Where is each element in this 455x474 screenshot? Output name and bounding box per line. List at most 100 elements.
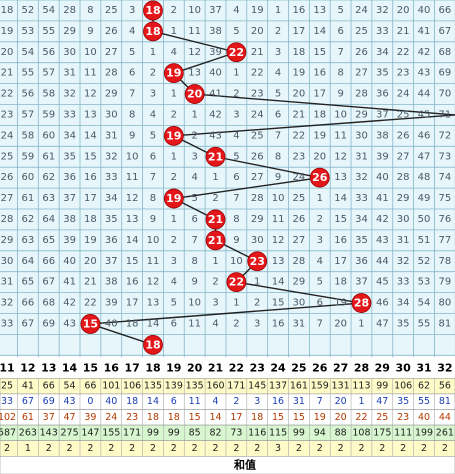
omission-cell: 12 [188, 47, 201, 58]
omission-cell: 60 [42, 130, 55, 141]
omission-cell: 57 [22, 109, 35, 120]
stats-cell: 145 [248, 381, 266, 392]
omission-cell: 23 [1, 109, 14, 120]
omission-cell: 31 [105, 130, 118, 141]
stats-cell: 2 [192, 443, 198, 454]
omission-cell: 31 [397, 235, 410, 246]
stats-cell: 2 [87, 443, 93, 454]
sum-ball-label: 20 [187, 88, 203, 101]
omission-cell: 56 [22, 89, 35, 100]
column-header: 11 [0, 361, 15, 374]
omission-cell: 18 [84, 214, 97, 225]
omission-cell: 55 [418, 318, 431, 329]
omission-cell: 4 [129, 26, 135, 37]
omission-cell: 4 [275, 68, 281, 79]
omission-cell: 31 [355, 151, 368, 162]
omission-cell: 34 [63, 130, 76, 141]
stats-cell: 7 [317, 396, 323, 407]
omission-cell: 19 [251, 5, 264, 16]
stats-cell: 2 [379, 443, 385, 454]
omission-cell: 46 [418, 130, 431, 141]
omission-cell: 2 [233, 89, 239, 100]
stats-cell: 31 [293, 396, 305, 407]
omission-cell: 16 [334, 235, 347, 246]
omission-cell: 14 [313, 26, 326, 37]
omission-cell: 3 [233, 109, 239, 120]
stats-cell: 14 [147, 396, 159, 407]
omission-cell: 1 [150, 47, 156, 58]
grid-area [0, 0, 455, 356]
omission-cell: 27 [397, 151, 410, 162]
stats-cell: 261 [436, 427, 454, 438]
sum-ball-label: 15 [83, 317, 98, 330]
omission-cell: 59 [22, 151, 35, 162]
stats-cell: 111 [394, 427, 412, 438]
omission-cell: 41 [418, 26, 431, 37]
omission-cell: 27 [1, 193, 14, 204]
stats-cell: 135 [186, 381, 204, 392]
omission-cell: 33 [1, 318, 14, 329]
omission-cell: 71 [439, 109, 452, 120]
omission-cell: 43 [209, 130, 222, 141]
omission-cell: 23 [251, 89, 264, 100]
stats-cell: 2 [233, 396, 239, 407]
omission-cell: 32 [397, 256, 410, 267]
stats-cell: 67 [22, 396, 34, 407]
trend-line [236, 281, 362, 304]
omission-cell: 78 [439, 256, 452, 267]
omission-cell: 21 [1, 68, 14, 79]
omission-cell: 30 [1, 256, 14, 267]
trend-line [173, 51, 237, 74]
omission-cell: 38 [209, 26, 222, 37]
omission-cell: 63 [22, 235, 35, 246]
column-header: 12 [20, 361, 35, 374]
omission-cell: 35 [376, 68, 389, 79]
omission-cell: 8 [191, 256, 197, 267]
omission-cell: 22 [293, 130, 306, 141]
omission-cell: 64 [22, 256, 35, 267]
omission-cell: 19 [334, 298, 347, 309]
omission-cell: 77 [439, 235, 452, 246]
omission-cell: 6 [150, 151, 156, 162]
omission-cell: 35 [63, 151, 76, 162]
omission-cell: 54 [42, 5, 55, 16]
omission-cell: 30 [251, 235, 264, 246]
omission-cell: 30 [293, 298, 306, 309]
omission-cell: 9 [233, 235, 239, 246]
omission-cell: 28 [63, 5, 76, 16]
omission-cell: 9 [275, 172, 281, 183]
omission-cell: 74 [439, 172, 452, 183]
omission-cell: 30 [397, 214, 410, 225]
sum-ball-label: 19 [166, 67, 181, 80]
omission-cell: 59 [42, 109, 55, 120]
sum-ball-label: 18 [145, 338, 160, 351]
omission-cell: 16 [293, 5, 306, 16]
omission-cell: 66 [22, 298, 35, 309]
omission-cell: 14 [334, 193, 347, 204]
stats-cell: 131 [332, 381, 350, 392]
omission-cell: 64 [42, 214, 55, 225]
omission-cell: 2 [317, 214, 323, 225]
omission-cell: 41 [376, 193, 389, 204]
omission-cell: 41 [209, 89, 222, 100]
omission-cell: 36 [376, 89, 389, 100]
omission-cell: 67 [22, 318, 35, 329]
omission-cell: 30 [105, 109, 118, 120]
stats-cell: 43 [64, 396, 76, 407]
omission-cell: 37 [355, 277, 368, 288]
omission-cell: 76 [439, 214, 452, 225]
column-header: 31 [416, 361, 431, 374]
omission-cell: 80 [439, 298, 452, 309]
trend-line [194, 93, 455, 116]
stats-cell: 587 [0, 427, 16, 438]
omission-cell: 1 [233, 68, 239, 79]
omission-cell: 52 [418, 256, 431, 267]
sum-ball-label: 21 [208, 213, 223, 226]
omission-cell: 10 [188, 298, 201, 309]
stats-cell: 4 [213, 396, 219, 407]
stats-cell: 2 [317, 443, 323, 454]
omission-cell: 21 [84, 277, 97, 288]
sum-ball-label: 22 [229, 46, 244, 59]
omission-cell: 17 [126, 298, 139, 309]
omission-cell: 9 [87, 26, 93, 37]
